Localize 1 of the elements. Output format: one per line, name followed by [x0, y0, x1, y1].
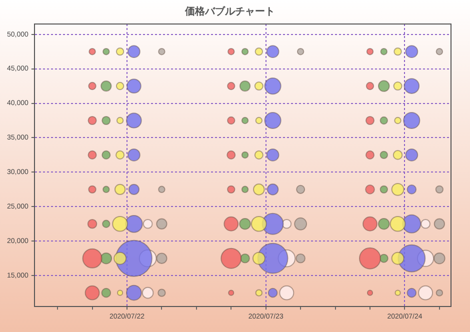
chart-title: 価格バブルチャート [184, 6, 275, 18]
